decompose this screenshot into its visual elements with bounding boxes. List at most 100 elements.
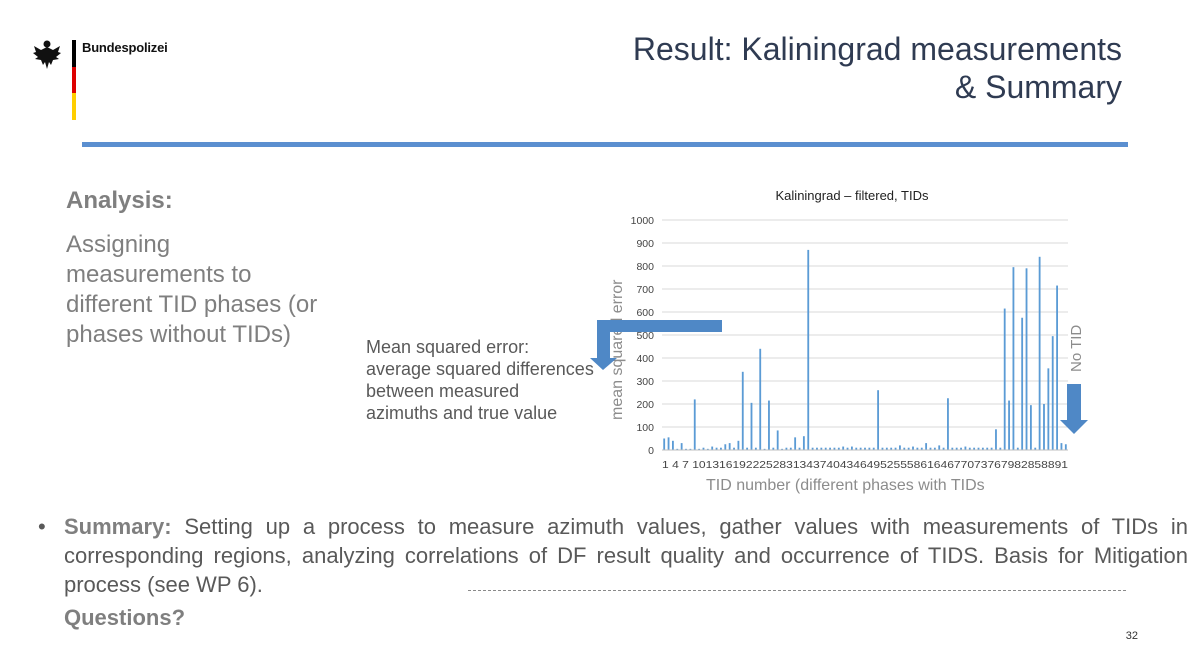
y-tick-label: 900 [636, 238, 654, 250]
bar-tid-41 [837, 447, 840, 450]
bar-tid-89 [1047, 368, 1050, 450]
left-blue-arrow [590, 320, 722, 370]
bar-tid-45 [855, 447, 858, 450]
bar-tid-81 [1012, 267, 1015, 450]
bar-tid-68 [955, 447, 958, 450]
bar-tid-28 [781, 448, 783, 450]
bar-tid-31 [794, 437, 797, 450]
analysis-heading: Analysis: [66, 187, 173, 214]
bar-tid-87 [1038, 256, 1041, 450]
chart-gridlines [662, 219, 1068, 451]
bar-tid-33 [802, 436, 805, 450]
bar-tid-8 [693, 399, 696, 450]
bar-tid-43 [846, 447, 849, 450]
bar-tid-23 [759, 348, 762, 450]
bar-tid-50 [877, 390, 880, 450]
bar-tid-25 [768, 400, 770, 450]
slide-title: Result: Kaliningrad measurements & Summa… [633, 30, 1122, 106]
bar-tid-73 [977, 447, 980, 450]
bar-tid-93 [1064, 444, 1067, 450]
bar-tid-64 [938, 445, 941, 450]
bar-tid-48 [868, 447, 871, 450]
bar-tid-40 [833, 447, 836, 450]
bar-tid-29 [785, 447, 788, 450]
bar-tid-82 [1016, 447, 1019, 450]
bar-tid-67 [951, 447, 954, 450]
analysis-text: Assigning measurements to different TID … [66, 231, 318, 348]
bar-tid-55 [899, 445, 901, 450]
bar-tid-10 [702, 447, 705, 450]
bar-tid-13 [715, 447, 718, 450]
bundespolizei-logo: Bundespolizei [32, 34, 192, 124]
bar-tid-1 [663, 438, 666, 450]
summary-label: Summary: [64, 514, 172, 539]
bar-tid-20 [746, 447, 749, 450]
y-tick-label: 300 [636, 376, 654, 388]
bar-tid-27 [776, 430, 779, 450]
bar-tid-30 [789, 447, 792, 450]
x-tick-labels: 1 4 7 1013161922252831343740434649525558… [662, 459, 1068, 471]
right-blue-arrow [1060, 384, 1088, 434]
y-tick-label: 0 [648, 445, 654, 457]
bar-tid-62 [929, 447, 932, 450]
dashed-divider [468, 590, 1126, 591]
bar-tid-47 [864, 447, 866, 450]
title-rule [82, 142, 1128, 147]
bar-tid-17 [733, 447, 735, 450]
bar-tid-21 [750, 402, 753, 450]
page-number: 32 [1125, 630, 1138, 642]
bar-tid-18 [737, 440, 740, 450]
bar-tid-4 [676, 448, 679, 450]
bar-tid-14 [720, 447, 722, 450]
title-line-2: & Summary [954, 69, 1122, 105]
summary-text: Setting up a process to measure azimuth … [64, 514, 1188, 597]
chart-bars [663, 249, 1067, 450]
y-tick-label: 700 [636, 284, 654, 296]
bar-tid-39 [829, 447, 831, 450]
bar-tid-38 [824, 447, 827, 450]
brand-name: Bundespolizei [82, 40, 168, 55]
bar-tid-90 [1051, 336, 1054, 450]
bar-tid-59 [916, 447, 919, 450]
bar-tid-79 [1003, 308, 1006, 450]
bar-tid-61 [925, 443, 928, 450]
bar-tid-80 [1008, 400, 1010, 450]
summary-bullet: • [38, 514, 46, 539]
bar-tid-46 [859, 447, 862, 450]
bar-tid-63 [933, 447, 936, 450]
bar-tid-16 [728, 443, 731, 450]
bar-tid-2 [667, 437, 670, 450]
bar-tid-32 [798, 447, 801, 450]
bar-tid-36 [816, 447, 818, 450]
bar-tid-51 [881, 447, 884, 450]
bar-tid-11 [706, 448, 709, 450]
mse-definition: Mean squared error: average squared diff… [366, 337, 594, 423]
bar-tid-22 [754, 447, 757, 450]
bar-tid-52 [885, 447, 888, 450]
bar-tid-75 [986, 447, 989, 450]
bar-tid-74 [981, 447, 984, 450]
bar-tid-5 [680, 443, 683, 450]
bar-tid-24 [763, 448, 766, 450]
german-flag-stripe [72, 40, 76, 120]
bar-tid-60 [920, 447, 923, 450]
y-axis-ticks: 0 100 200 300 400 500 600 700 800 900 1000 [631, 215, 655, 457]
bar-tid-76 [990, 447, 993, 450]
bar-tid-9 [698, 448, 701, 450]
bar-tid-86 [1034, 447, 1037, 450]
bar-tid-54 [894, 447, 897, 450]
questions-text: Questions? [64, 605, 186, 630]
bar-tid-3 [672, 440, 674, 450]
chart-title: Kaliningrad – filtered, TIDs [776, 188, 929, 203]
bar-tid-72 [973, 447, 976, 450]
y-tick-label: 800 [636, 261, 654, 273]
bar-tid-66 [947, 398, 949, 450]
bar-tid-37 [820, 447, 823, 450]
y-tick-label: 200 [636, 399, 654, 411]
bar-tid-70 [964, 446, 967, 450]
y-tick-label: 100 [636, 422, 654, 434]
bar-tid-78 [999, 447, 1002, 450]
mse-bar-chart: Kaliningrad – filtered, TIDs 0 100 200 300 4… [590, 188, 1088, 494]
bar-tid-26 [772, 447, 775, 450]
bar-tid-34 [807, 249, 810, 450]
